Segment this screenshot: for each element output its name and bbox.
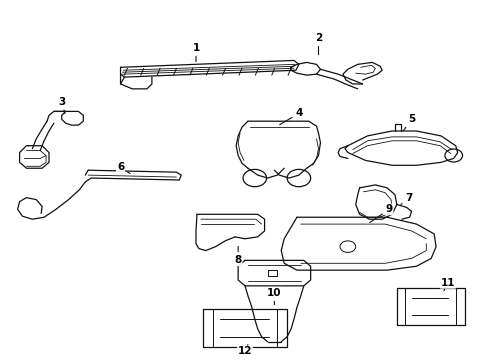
Text: 3: 3: [58, 96, 65, 114]
Text: 7: 7: [400, 193, 411, 204]
Text: 11: 11: [440, 278, 454, 291]
Text: 8: 8: [234, 247, 241, 265]
Text: 5: 5: [403, 114, 414, 131]
Text: 6: 6: [117, 162, 130, 174]
Text: 2: 2: [314, 33, 322, 55]
Text: 1: 1: [192, 43, 199, 62]
Text: 10: 10: [266, 288, 281, 305]
Text: 9: 9: [369, 204, 392, 222]
Text: 12: 12: [237, 345, 252, 356]
Text: 4: 4: [279, 108, 302, 125]
